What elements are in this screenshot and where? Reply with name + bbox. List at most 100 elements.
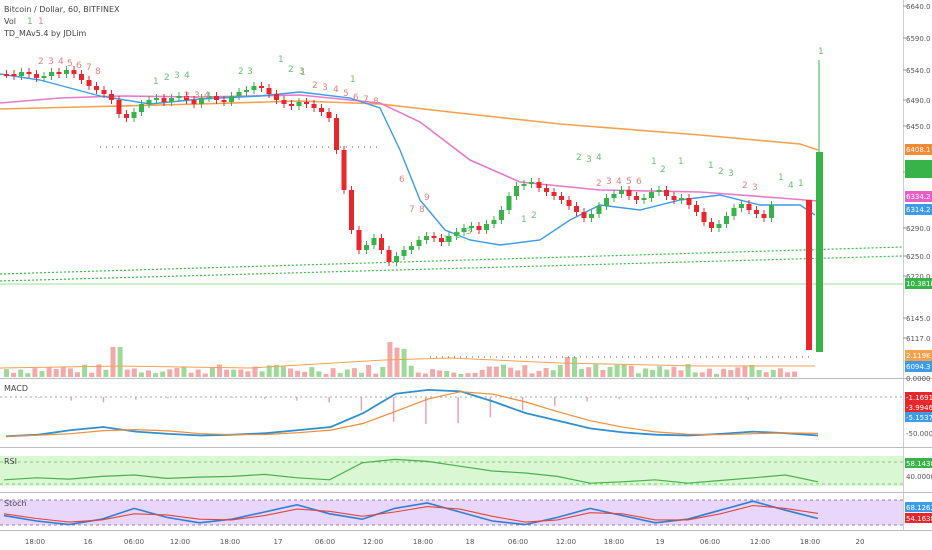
macd-badge-label: -3.9946: [906, 404, 932, 412]
macd-histogram-bar: [296, 397, 298, 401]
time-axis-tick-label: 17: [274, 538, 283, 546]
price-axis-tick-label: 6250.0: [906, 253, 931, 261]
price-badge-bg: [905, 204, 932, 215]
time-axis-tick-label: 19: [656, 538, 665, 546]
td-up-count: 3: [247, 67, 253, 77]
volume-bar: [664, 369, 670, 377]
td-up-count: 1: [798, 179, 804, 189]
macd-histogram-bar: [167, 397, 169, 399]
td-down-count: 4: [333, 85, 339, 95]
volume-bar: [515, 370, 521, 377]
trendline-lower: [0, 255, 904, 282]
volume-bar: [706, 368, 712, 377]
candle-body: [319, 108, 324, 112]
volume-bar: [458, 373, 464, 377]
td-down-count: 9: [424, 193, 430, 203]
volume-bar: [508, 367, 514, 377]
candle-body: [416, 240, 422, 246]
ma-blue-line: [0, 73, 816, 246]
volume-bar: [614, 364, 620, 377]
candle-body: [491, 220, 497, 224]
td-up-count: 3: [728, 169, 734, 179]
volume-bar: [288, 368, 293, 377]
candle-body: [356, 230, 362, 250]
td-down-count: 5: [626, 177, 632, 187]
candle-body: [41, 76, 47, 78]
candle-body: [499, 210, 504, 220]
volume-bar: [721, 368, 727, 377]
volume-bar: [785, 372, 790, 377]
macd-histogram-bar: [457, 397, 459, 424]
time-axis-tick-label: 06:00: [315, 538, 335, 546]
candle-body: [529, 182, 534, 184]
price-badge-label: 6334.2: [906, 193, 931, 201]
volume-bar: [46, 367, 52, 377]
candle-body: [326, 112, 332, 118]
volume-bar: [153, 373, 159, 377]
td-down-count: 6: [636, 177, 642, 187]
macd-histogram-bar: [747, 397, 750, 400]
volume-bar: [202, 373, 208, 377]
volume-bar: [444, 371, 450, 377]
volume-bar: [373, 373, 379, 377]
candle-body: [731, 208, 737, 216]
candle-body: [589, 214, 594, 218]
macd-histogram-bar: [489, 397, 492, 418]
price-axis-border: [903, 0, 904, 530]
volume-bar: [75, 372, 80, 377]
candle-body: [191, 100, 197, 104]
volume-bar: [657, 366, 663, 377]
td-up-count: 2: [164, 73, 170, 83]
macd-badge-bg: [905, 402, 932, 412]
volume-bar: [777, 368, 783, 377]
price-axis-tick-label: 6640.0: [906, 3, 931, 11]
macd-line: [5, 388, 819, 438]
volume-bar: [25, 373, 31, 377]
volume-bar: [280, 366, 286, 377]
candle-body: [266, 88, 272, 94]
candle-body: [386, 250, 392, 262]
volume-bar: [749, 364, 755, 377]
volume-bar: [337, 373, 343, 377]
volume-bar: [650, 370, 656, 377]
volume-bar: [735, 367, 741, 377]
volume-bar: [67, 368, 73, 377]
macd-histogram-bar: [425, 397, 427, 424]
volume-bar: [728, 370, 734, 377]
td-up-count: 3: [586, 155, 592, 165]
volume-bar: [380, 366, 386, 377]
volume-bar: [714, 373, 719, 377]
price-badge-bg: [905, 350, 932, 361]
volume-bar: [231, 369, 237, 377]
volume-bar: [131, 368, 137, 377]
price-badge-bg: [905, 278, 932, 289]
macd-badge-label: -5.1537: [906, 414, 932, 422]
candle-body: [626, 190, 632, 196]
candle-body: [229, 96, 234, 102]
volume-bar: [259, 371, 265, 377]
td-down-count: 4: [58, 57, 64, 67]
candle-body: [304, 102, 309, 104]
td-down-count: 8: [95, 67, 101, 77]
macd-histogram-bar: [715, 397, 717, 399]
volume-bar: [103, 369, 109, 377]
td-down-count: 3: [322, 83, 328, 93]
candle-body: [536, 182, 542, 188]
price-badge-bg: [905, 191, 932, 202]
td-down-count: 2: [184, 91, 190, 101]
time-axis-tick-label: 12:00: [170, 538, 190, 546]
macd-histogram-bar: [231, 397, 234, 398]
candle-body: [596, 206, 602, 214]
volume-bar: [266, 365, 272, 377]
candle-body: [739, 204, 744, 208]
price-axis-tick-label: 6450.0: [906, 123, 931, 131]
volume-label: Vol: [4, 17, 16, 26]
candle-body: [446, 236, 452, 242]
time-axis-tick-label: 18:00: [604, 538, 624, 546]
candle-body: [544, 188, 549, 192]
candle-body: [761, 214, 767, 218]
td-down-count: 3: [752, 183, 758, 193]
candle-body: [379, 238, 384, 250]
volume-bar: [557, 364, 563, 377]
